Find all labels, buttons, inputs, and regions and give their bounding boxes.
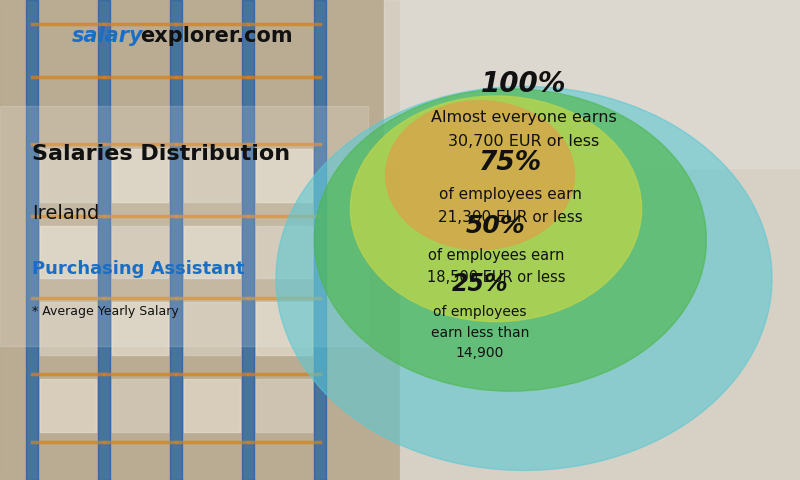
Text: Almost everyone earns: Almost everyone earns xyxy=(431,110,617,125)
Text: of employees earn: of employees earn xyxy=(439,187,582,202)
Text: 30,700 EUR or less: 30,700 EUR or less xyxy=(448,134,600,149)
Bar xyxy=(256,226,312,278)
Text: of employees earn: of employees earn xyxy=(428,248,564,263)
Text: 25%: 25% xyxy=(452,272,508,296)
Text: 18,500 EUR or less: 18,500 EUR or less xyxy=(426,270,566,285)
Bar xyxy=(40,302,96,355)
Bar xyxy=(256,379,312,432)
Ellipse shape xyxy=(314,89,706,391)
Bar xyxy=(314,0,326,480)
Bar xyxy=(384,0,800,168)
Text: 21,300 EUR or less: 21,300 EUR or less xyxy=(438,210,582,225)
Bar xyxy=(184,379,240,432)
Bar xyxy=(256,149,312,202)
Bar xyxy=(184,149,240,202)
Bar xyxy=(112,302,168,355)
Text: Salaries Distribution: Salaries Distribution xyxy=(32,144,290,164)
Text: Ireland: Ireland xyxy=(32,204,99,223)
Bar xyxy=(170,0,182,480)
Bar xyxy=(26,0,38,480)
Bar xyxy=(98,0,110,480)
Bar xyxy=(184,226,240,278)
Text: 50%: 50% xyxy=(466,214,526,238)
Bar xyxy=(242,0,254,480)
Text: explorer.com: explorer.com xyxy=(140,26,293,46)
Text: 100%: 100% xyxy=(482,70,566,98)
Bar xyxy=(0,0,400,480)
Text: salary: salary xyxy=(72,26,144,46)
Text: 75%: 75% xyxy=(479,150,542,176)
Text: Purchasing Assistant: Purchasing Assistant xyxy=(32,260,245,278)
Text: 14,900: 14,900 xyxy=(456,346,504,360)
Bar xyxy=(40,149,96,202)
Bar xyxy=(112,226,168,278)
Ellipse shape xyxy=(350,96,642,322)
Bar xyxy=(112,149,168,202)
Bar xyxy=(40,226,96,278)
Ellipse shape xyxy=(386,101,574,250)
Bar xyxy=(400,0,800,480)
Text: earn less than: earn less than xyxy=(431,325,529,340)
Bar xyxy=(256,302,312,355)
Ellipse shape xyxy=(276,86,772,470)
Bar xyxy=(0,106,368,346)
Text: of employees: of employees xyxy=(434,305,526,319)
Bar xyxy=(184,302,240,355)
Bar xyxy=(40,379,96,432)
Text: * Average Yearly Salary: * Average Yearly Salary xyxy=(32,305,178,319)
Bar xyxy=(112,379,168,432)
